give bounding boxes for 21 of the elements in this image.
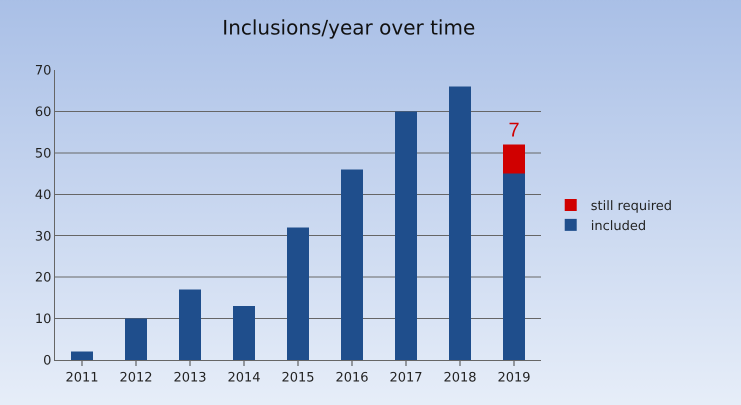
- x-tick-label: 2016: [335, 370, 369, 386]
- y-tick-label: 60: [34, 104, 52, 120]
- y-tick-label: 0: [43, 354, 52, 369]
- chart-title: Inclusions/year over time: [222, 15, 476, 40]
- x-tick-label: 2019: [497, 370, 531, 386]
- x-tick-label: 2015: [281, 370, 315, 386]
- x-tick-label: 2018: [443, 370, 477, 386]
- x-tick-label: 2017: [389, 370, 423, 386]
- x-tick-label: 2012: [119, 370, 153, 386]
- x-tick-label: 2013: [173, 370, 207, 386]
- y-tick-label: 50: [34, 146, 52, 162]
- y-tick-label: 40: [34, 188, 52, 203]
- y-tick-label: 30: [34, 229, 52, 244]
- y-tick-label: 70: [34, 64, 52, 79]
- x-tick-label: 2014: [227, 370, 261, 386]
- legend-label: included: [590, 218, 646, 234]
- legend-label: still required: [590, 199, 672, 214]
- data-label: 7: [508, 120, 520, 142]
- y-tick-label: 20: [34, 270, 52, 286]
- y-tick-label: 10: [34, 312, 52, 328]
- x-tick-label: 2011: [65, 370, 99, 386]
